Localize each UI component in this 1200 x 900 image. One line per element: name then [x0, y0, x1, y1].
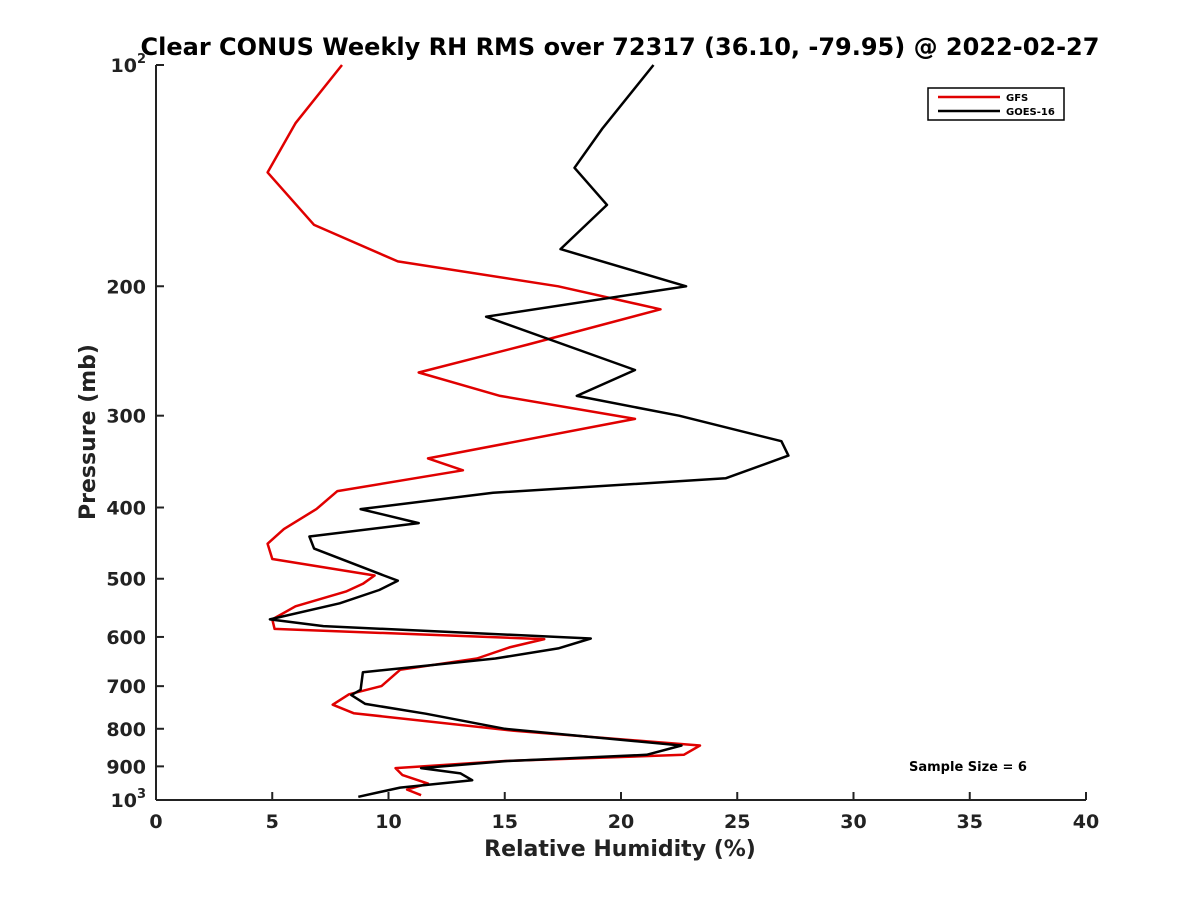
x-tick-label: 20 — [608, 811, 634, 833]
x-tick-label: 10 — [375, 811, 401, 833]
series-line-gfs — [266, 64, 702, 797]
y-tick-label: 103 — [111, 787, 147, 812]
y-tick-label: 200 — [106, 276, 146, 298]
series-layer — [266, 64, 790, 799]
y-tick-label: 500 — [106, 569, 146, 591]
legend-label-goes16: GOES-16 — [1006, 107, 1055, 118]
y-tick-label: 700 — [106, 676, 146, 698]
x-tick-label: 40 — [1073, 811, 1099, 833]
y-axis-label: Pressure (mb) — [76, 344, 101, 520]
y-tick-label: 102 — [111, 52, 147, 77]
x-tick-label: 15 — [492, 811, 518, 833]
x-tick-label: 0 — [149, 811, 162, 833]
legend-box — [927, 87, 1065, 121]
legend-label-gfs: GFS — [1006, 93, 1028, 104]
x-tick-label: 35 — [957, 811, 983, 833]
x-axis-label: Relative Humidity (%) — [484, 837, 756, 862]
x-tick-label: 30 — [840, 811, 866, 833]
y-tick-label: 600 — [106, 627, 146, 649]
x-tick-label: 5 — [266, 811, 279, 833]
y-tick-label: 300 — [106, 406, 146, 428]
chart-title: Clear CONUS Weekly RH RMS over 72317 (36… — [141, 33, 1100, 61]
axes-layer: 0 5 10 15 20 25 30 35 40 102 200 300 400 500 600 700 800… — [106, 52, 1099, 833]
series-line-goes-16 — [268, 64, 790, 799]
y-tick-label: 900 — [106, 756, 146, 778]
y-tick-label: 400 — [106, 498, 146, 520]
y-tick-label: 800 — [106, 719, 146, 741]
x-tick-label: 25 — [724, 811, 750, 833]
legend: GFS GOES-16 — [927, 87, 1065, 121]
sample-size-annotation: Sample Size = 6 — [909, 760, 1027, 775]
